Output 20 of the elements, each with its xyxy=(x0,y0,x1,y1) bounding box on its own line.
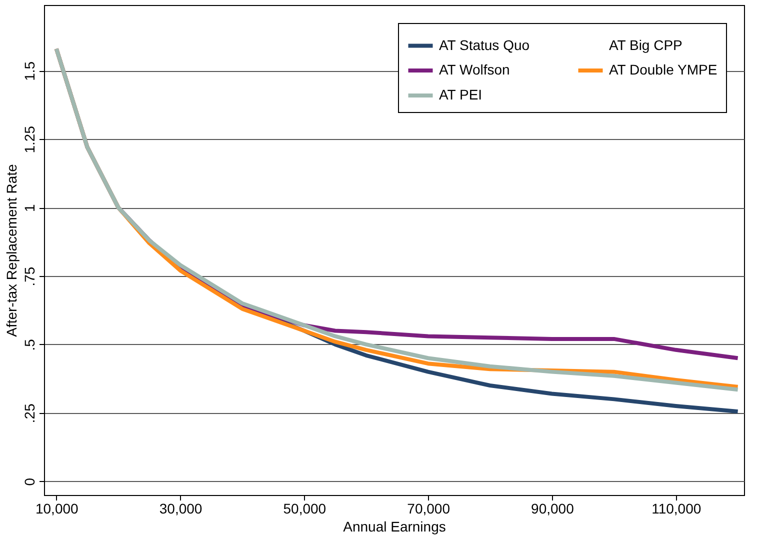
legend-label: AT Double YMPE xyxy=(609,62,718,78)
x-tick-label: 70,000 xyxy=(407,500,450,516)
y-tick-label: 1 xyxy=(22,204,38,212)
y-axis-title: After-tax Replacement Rate xyxy=(4,164,20,337)
y-tick-label: .75 xyxy=(22,266,38,286)
x-tick-label: 30,000 xyxy=(159,500,202,516)
y-tick-label: .5 xyxy=(22,338,38,351)
legend-label: AT Wolfson xyxy=(439,62,510,78)
x-tick-label: 110,000 xyxy=(652,500,702,516)
legend-label: AT PEI xyxy=(439,86,482,102)
y-tick-label: 1.25 xyxy=(22,126,38,154)
x-tick-label: 10,000 xyxy=(35,500,79,516)
text: AT Big CPP xyxy=(609,36,682,53)
x-tick-label: 50,000 xyxy=(283,500,326,516)
x-tick-label: 90,000 xyxy=(531,500,574,516)
legend-label: AT Status Quo xyxy=(439,36,530,53)
y-tick-label: 0 xyxy=(22,478,38,486)
y-tick-label: 1.5 xyxy=(22,61,38,81)
y-tick-label: .25 xyxy=(22,403,38,424)
x-axis-title: Annual Earnings xyxy=(343,518,446,534)
